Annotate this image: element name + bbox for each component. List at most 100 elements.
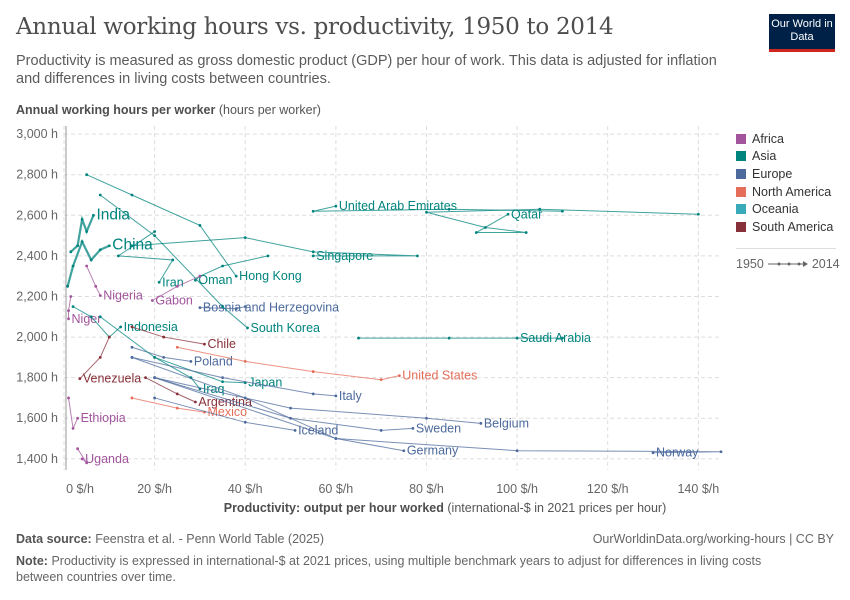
data-point — [198, 306, 202, 310]
data-point — [150, 299, 154, 302]
y-tick-label: 1,600 h — [16, 411, 58, 425]
data-point — [447, 207, 451, 211]
series-line-singapore — [131, 237, 418, 257]
series-line-indonesia — [72, 306, 121, 338]
y-axis-label-unit: (hours per worker) — [218, 103, 321, 117]
data-point — [98, 248, 102, 252]
data-point — [175, 345, 179, 349]
data-point — [243, 360, 247, 363]
legend-label: Oceania — [752, 202, 799, 217]
source-text[interactable]: Feenstra et al. - Penn World Table (2025… — [95, 532, 325, 546]
chart-subtitle: Productivity is measured as gross domest… — [16, 53, 717, 87]
data-point — [162, 335, 166, 339]
x-tick-label: 20 $/h — [137, 482, 172, 496]
data-point — [293, 429, 297, 432]
legend-swatch — [736, 151, 746, 162]
owid-logo[interactable]: Our World in Data — [769, 14, 835, 52]
series-line-india — [70, 214, 95, 253]
country-label: Ethiopia — [81, 411, 126, 425]
country-label: Belgium — [484, 416, 529, 430]
data-point — [221, 380, 224, 384]
series-line-niger — [68, 296, 72, 319]
data-point — [66, 284, 70, 288]
x-axis-label: Productivity: output per hour worked (in… — [0, 501, 850, 515]
series-line-hong-kong — [86, 174, 237, 277]
data-point — [107, 335, 111, 339]
country-label: Gabon — [155, 294, 193, 308]
country-label: Mexico — [207, 405, 247, 419]
legend-item-africa[interactable]: Africa — [736, 130, 840, 148]
y-tick-label: 3,000 h — [16, 127, 58, 141]
data-point — [479, 421, 483, 425]
legend-swatch — [736, 204, 746, 215]
series-line-china — [66, 238, 110, 287]
country-label: Bosnia and Herzegovina — [203, 301, 339, 315]
data-point — [266, 254, 270, 258]
country-label: Hong Kong — [239, 269, 302, 283]
legend-item-europe[interactable]: Europe — [736, 165, 840, 183]
end-year: 2014 — [811, 256, 840, 271]
data-point — [80, 240, 84, 244]
legend-label: Africa — [752, 131, 784, 146]
data-point — [67, 309, 70, 313]
data-point — [89, 258, 93, 262]
data-point — [234, 274, 238, 278]
data-point — [171, 258, 175, 262]
legend-item-oceania[interactable]: Oceania — [736, 200, 840, 218]
data-point — [243, 236, 247, 240]
series-line-nigeria — [86, 265, 101, 296]
data-point — [116, 254, 120, 258]
data-point — [80, 457, 84, 461]
data-point — [311, 254, 315, 258]
data-point — [311, 392, 315, 396]
data-point — [334, 437, 338, 440]
data-point — [67, 396, 70, 400]
data-point — [130, 345, 134, 349]
data-point — [243, 396, 247, 400]
data-point — [76, 447, 79, 451]
data-point — [98, 294, 102, 297]
data-point — [76, 244, 79, 248]
y-axis-label-bold: Annual working hours per worker — [16, 103, 216, 117]
data-point — [425, 416, 428, 420]
data-point — [144, 376, 147, 380]
data-point — [379, 429, 383, 432]
data-point — [85, 461, 89, 465]
data-point — [311, 209, 315, 213]
legend-item-asia[interactable]: Asia — [736, 148, 840, 166]
legend-label: North America — [752, 184, 832, 199]
data-point — [243, 420, 247, 424]
data-point — [311, 250, 315, 254]
source-label: Data source: — [16, 532, 92, 546]
data-point — [98, 355, 102, 359]
data-point — [71, 264, 75, 268]
data-point — [175, 406, 179, 410]
x-tick-label: 40 $/h — [228, 482, 263, 496]
country-label: Sweden — [416, 421, 461, 435]
data-point — [379, 378, 383, 382]
data-point — [357, 336, 360, 340]
data-point — [561, 209, 564, 213]
country-label: South Korea — [251, 321, 321, 335]
country-label: United Arab Emirates — [339, 199, 457, 213]
legend-label: Europe — [752, 166, 793, 181]
data-point — [71, 305, 75, 309]
series-line-qatar — [426, 208, 699, 234]
data-point — [153, 355, 157, 359]
data-point — [221, 305, 224, 309]
legend: Africa Asia Europe North America Oceania Sout… — [736, 130, 840, 271]
country-label: Poland — [194, 354, 233, 368]
y-tick-label: 1,400 h — [16, 452, 58, 466]
legend-item-north-america[interactable]: North America — [736, 183, 840, 201]
country-label: Qatar — [511, 207, 542, 221]
note-label: Note: — [16, 554, 48, 568]
data-point — [561, 336, 564, 340]
data-point — [719, 450, 723, 454]
series-line-south-korea — [99, 194, 248, 329]
source-url[interactable]: OurWorldinData.org/working-hours | CC BY — [592, 532, 834, 546]
data-point — [243, 305, 247, 309]
legend-item-south-america[interactable]: South America — [736, 218, 840, 236]
data-point — [402, 449, 406, 453]
data-point — [175, 392, 179, 396]
x-tick-label: 60 $/h — [318, 482, 353, 496]
